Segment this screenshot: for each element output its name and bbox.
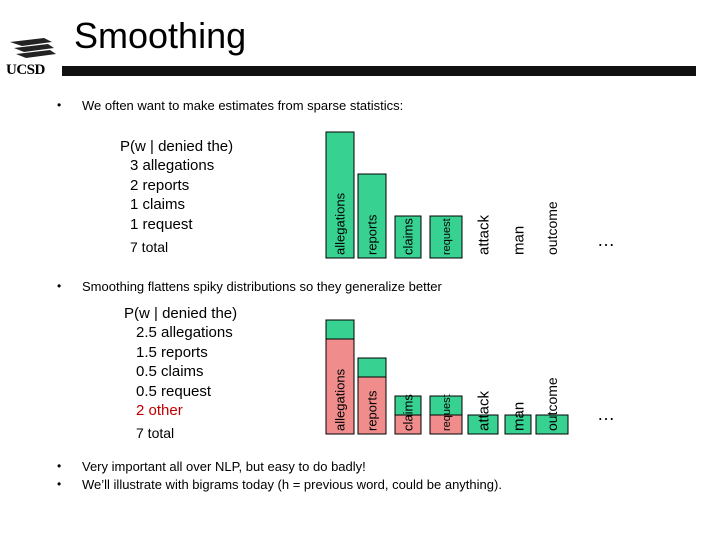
estimate-block-raw: P(w | denied the) 3 allegations 2 report… [120, 137, 233, 257]
title-rule [62, 66, 696, 76]
bullet-bigrams: We’ll illustrate with bigrams today (h =… [82, 477, 502, 492]
tick-label-claims: claims [401, 218, 416, 255]
slide-title: Smoothing [74, 15, 247, 56]
logo-text: UCSD [6, 62, 45, 78]
tick-label-attack: attack [475, 214, 492, 255]
count-line: 1 claims [130, 196, 186, 214]
ellipsis-label: … [597, 230, 615, 250]
bullet-marker: • [57, 98, 62, 112]
total-line: 7 total [130, 239, 169, 256]
count-line: 2 reports [130, 176, 190, 194]
count-line: 2.5 allegations [136, 324, 233, 342]
smoothing-mass-bar-attack [467, 414, 499, 435]
tick-label-outcome: outcome [544, 377, 560, 431]
bar-claims [394, 215, 422, 259]
ellipsis-label: … [597, 404, 615, 424]
bullet-sparse-statistics: We often want to make estimates from spa… [82, 98, 404, 113]
bar-allegations [325, 338, 355, 435]
tick-label-man: man [510, 402, 527, 431]
bullet-marker: • [57, 477, 62, 491]
bar-allegations [325, 131, 355, 259]
conditional-heading: P(w | denied the) [124, 305, 238, 322]
count-line: 1 request [130, 215, 193, 233]
raw-counts-bar-chart: allegations reports claims request attack man… [325, 131, 615, 259]
conditional-heading: P(w | denied the) [120, 138, 234, 155]
bullet-important-nlp: Very important all over NLP, but easy to… [82, 459, 366, 474]
tick-label-allegations: allegations [333, 192, 348, 255]
bullet-marker: • [57, 279, 62, 293]
bullet-smoothing-flattens: Smoothing flattens spiky distributions s… [82, 279, 442, 294]
total-line: 7 total [136, 425, 175, 442]
tick-label-allegations: allegations [333, 368, 348, 431]
tick-label-outcome: outcome [544, 201, 560, 255]
tick-label-request: request [441, 218, 453, 255]
smoothing-mass-bar-claims [394, 395, 422, 416]
other-line: 2 other [136, 402, 183, 420]
smoothing-mass-bar-request [429, 395, 463, 416]
bar-request [429, 215, 463, 259]
count-line: 0.5 claims [136, 363, 204, 381]
tick-label-attack: attack [475, 390, 492, 431]
smoothed-counts-bar-chart: allegations reports claims request attack man… [325, 319, 615, 435]
tick-label-reports: reports [365, 390, 380, 431]
smoothing-mass-bar-reports [357, 357, 387, 378]
estimate-block-smoothed: P(w | denied the) 2.5 allegations 1.5 re… [124, 304, 237, 444]
bullet-marker: • [57, 459, 62, 473]
smoothing-mass-bar-man [504, 414, 532, 435]
smoothing-mass-bar-allegations [325, 319, 355, 340]
smoothing-mass-bar-outcome [535, 414, 569, 435]
count-line: 1.5 reports [136, 343, 208, 361]
bar-reports [357, 173, 387, 259]
count-line: 3 allegations [130, 157, 215, 175]
tick-label-reports: reports [365, 214, 380, 255]
tick-label-claims: claims [401, 394, 416, 431]
tick-label-man: man [510, 226, 527, 255]
ucsd-logo-icon [4, 34, 60, 82]
count-line: 0.5 request [136, 382, 212, 400]
bar-reports [357, 376, 387, 435]
tick-label-request: request [441, 394, 453, 431]
